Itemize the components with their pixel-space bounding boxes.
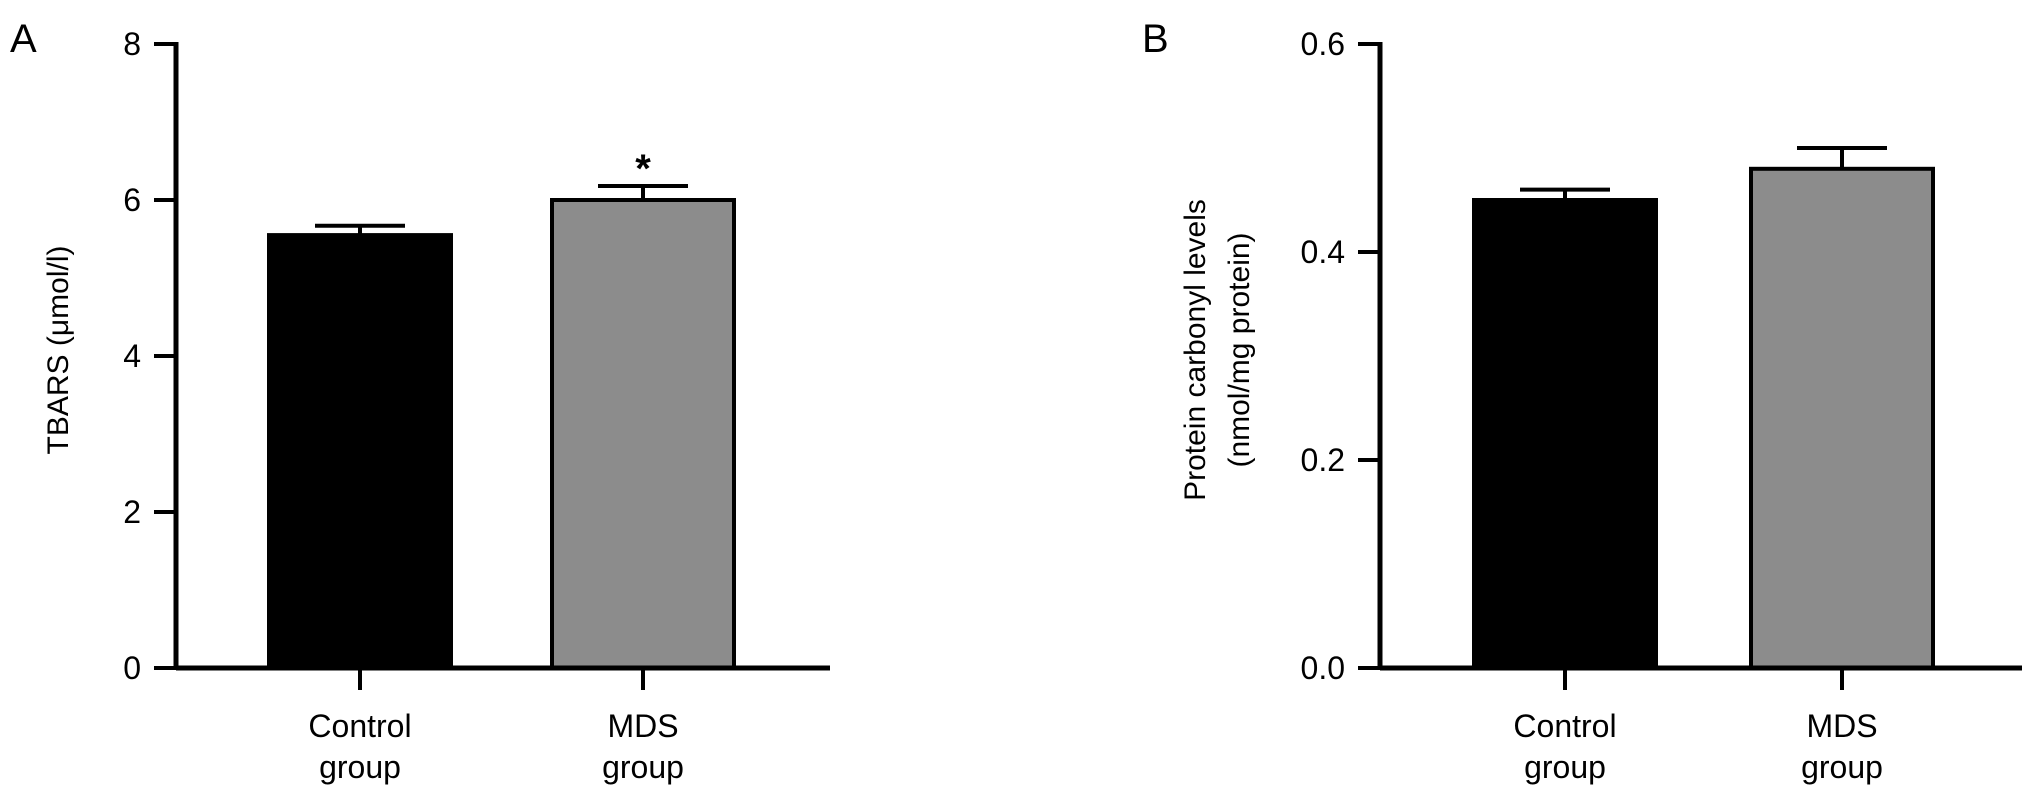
x-tick-label: group [1801,749,1883,785]
y-tick-label: 0.6 [1301,26,1345,62]
y-tick-label: 6 [123,182,141,218]
y-axis-label: Protein carbonyl levels [1179,199,1212,501]
bar [550,198,736,670]
y-axis-label: TBARS (μmol/l) [42,246,75,455]
panel-b: B Control group MDS group 0.0 0.2 0.4 0.6 Protein… [1142,17,2022,785]
panel-label: A [10,17,37,61]
y-tick-label: 4 [123,338,141,374]
bar [1472,198,1658,670]
y-axis-label: (nmol/mg protein) [1223,232,1256,467]
x-tick-label: MDS [1806,708,1877,744]
y-tick-label: 2 [123,494,141,530]
significance-marker: * [635,147,651,191]
bar [267,233,453,670]
y-tick-label: 0.0 [1301,650,1345,686]
panel-label: B [1142,17,1169,61]
panel-a: A Control group * MDS group 0 2 4 6 8 TBARS (μmol/l… [10,17,830,785]
y-tick-label: 0.2 [1301,442,1345,478]
bar [1749,166,1935,671]
x-tick-label: Control [1513,708,1616,744]
x-tick-label: Control [308,708,411,744]
y-tick-label: 8 [123,26,141,62]
y-tick-label: 0.4 [1301,234,1345,270]
x-tick-label: group [602,749,684,785]
x-tick-label: group [1524,749,1606,785]
x-tick-label: group [319,749,401,785]
x-tick-label: MDS [607,708,678,744]
y-tick-label: 0 [123,650,141,686]
